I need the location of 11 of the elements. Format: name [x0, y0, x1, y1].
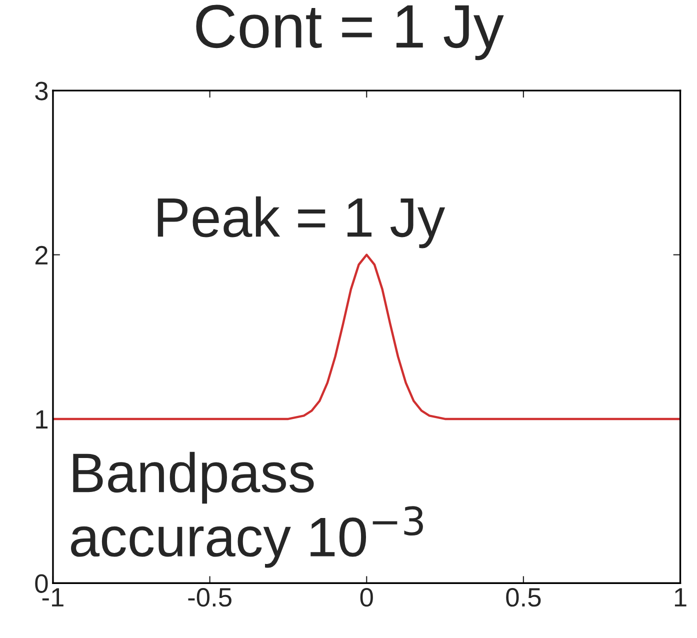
chart-title: Cont = 1 Jy [196, 4, 504, 60]
annotation: Peak = 1 Jy [158, 196, 446, 248]
line-series [52, 254, 680, 420]
x-tick-label: 0 [360, 588, 373, 607]
y-tick-label: 1 [36, 410, 48, 429]
annotation: Bandpass accuracy 10$^{−3}$ [71, 452, 423, 568]
y-tick-label: 2 [35, 246, 48, 264]
x-tick-label: 1 [674, 588, 686, 606]
x-tick-label: -0.5 [188, 588, 232, 607]
x-tick-label: 0.5 [506, 588, 541, 607]
y-tick-label: 3 [35, 82, 48, 100]
